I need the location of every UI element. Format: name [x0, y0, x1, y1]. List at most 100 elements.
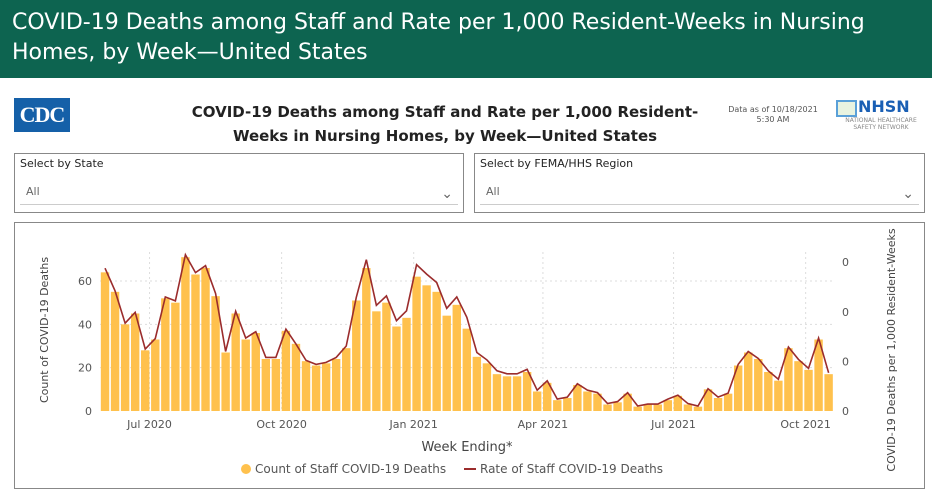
bar[interactable]	[321, 363, 331, 411]
x-tick-label: Oct 2020	[256, 418, 307, 431]
bar[interactable]	[392, 326, 401, 412]
bar[interactable]	[723, 393, 733, 411]
bar[interactable]	[412, 276, 421, 411]
rate-line[interactable]	[104, 252, 830, 407]
y-tick-label: 40	[78, 318, 92, 331]
bar[interactable]	[151, 339, 160, 412]
bar[interactable]	[663, 400, 673, 411]
bar[interactable]	[372, 311, 381, 411]
y2-tick-label: 0	[842, 405, 849, 418]
bar[interactable]	[733, 365, 743, 412]
bar[interactable]	[774, 380, 783, 411]
bar[interactable]	[452, 304, 461, 411]
bar[interactable]	[402, 317, 411, 411]
bar[interactable]	[744, 352, 753, 412]
bar[interactable]	[342, 348, 351, 411]
bar[interactable]	[382, 302, 391, 411]
bar[interactable]	[522, 372, 532, 411]
bar[interactable]	[110, 291, 120, 411]
x-tick-label: Jul 2020	[126, 418, 172, 431]
bar[interactable]	[804, 369, 813, 411]
bar[interactable]	[221, 352, 230, 412]
bar[interactable]	[422, 285, 431, 411]
bar[interactable]	[462, 328, 472, 411]
x-axis-title: Week Ending*	[421, 440, 513, 455]
bar[interactable]	[693, 406, 703, 411]
nhsn-logo-text: NHSN	[858, 97, 910, 116]
bar[interactable]	[532, 391, 542, 412]
data-as-of: Data as of 10/18/2021 5:30 AM	[718, 105, 828, 125]
nhsn-logo-subtitle: NATIONAL HEALTHCARE SAFETY NETWORK	[845, 117, 917, 131]
cdc-logo: CDC	[14, 98, 70, 132]
region-filter-label: Select by FEMA/HHS Region	[480, 157, 634, 170]
y2-tick-label: 0	[842, 355, 849, 368]
as-of-date: Data as of 10/18/2021	[728, 105, 818, 114]
bar[interactable]	[352, 300, 361, 412]
bar[interactable]	[311, 365, 321, 412]
bar[interactable]	[181, 257, 190, 411]
title-line-2: Weeks in Nursing Homes, by Week—United S…	[232, 127, 658, 145]
bar[interactable]	[502, 376, 512, 411]
y2-tick-label: 0	[842, 256, 849, 269]
bar[interactable]	[593, 393, 602, 411]
bar[interactable]	[251, 333, 260, 411]
state-filter[interactable]: Select by State All ⌄	[14, 153, 464, 213]
bar[interactable]	[703, 389, 713, 411]
x-tick-label: Apr 2021	[518, 418, 569, 431]
bar[interactable]	[442, 315, 451, 411]
bar[interactable]	[291, 343, 301, 411]
bar[interactable]	[271, 359, 281, 411]
region-dropdown[interactable]: All ⌄	[480, 180, 919, 205]
bar[interactable]	[191, 274, 200, 412]
bar[interactable]	[563, 398, 572, 411]
bar[interactable]	[754, 359, 763, 411]
title-line-1: COVID-19 Deaths among Staff and Rate per…	[191, 103, 699, 121]
bar[interactable]	[613, 402, 622, 411]
bar[interactable]	[141, 350, 150, 411]
bar[interactable]	[553, 400, 562, 411]
bar[interactable]	[673, 395, 683, 411]
bar[interactable]	[100, 272, 110, 411]
y2-tick-label: 0	[842, 306, 849, 319]
bar[interactable]	[633, 406, 642, 411]
bar[interactable]	[824, 374, 833, 411]
bar[interactable]	[623, 393, 632, 411]
bar[interactable]	[764, 372, 773, 411]
bar[interactable]	[301, 361, 311, 411]
chevron-down-icon[interactable]: ⌄	[441, 186, 453, 202]
bar[interactable]	[794, 361, 803, 411]
bar[interactable]	[161, 298, 170, 411]
bar[interactable]	[643, 404, 652, 412]
chevron-down-icon[interactable]: ⌄	[902, 186, 914, 202]
bar[interactable]	[512, 376, 522, 411]
bar[interactable]	[130, 313, 140, 412]
bar[interactable]	[281, 330, 291, 411]
bar[interactable]	[201, 268, 210, 411]
bar[interactable]	[653, 404, 662, 412]
y2-axis-title: COVID-19 Deaths per 1,000 Resident-Weeks	[885, 228, 898, 471]
bar[interactable]	[261, 359, 271, 411]
bar[interactable]	[432, 291, 441, 411]
bar[interactable]	[211, 296, 220, 411]
y-axis-title: Count of COVID-19 Deaths	[38, 257, 51, 403]
chart-title: COVID-19 Deaths among Staff and Rate per…	[190, 100, 700, 148]
bar[interactable]	[814, 339, 823, 412]
bar[interactable]	[362, 268, 371, 411]
bar[interactable]	[603, 404, 612, 412]
bar[interactable]	[492, 374, 502, 411]
bar[interactable]	[482, 363, 492, 411]
bar[interactable]	[171, 302, 180, 411]
bar[interactable]	[543, 382, 552, 411]
bar[interactable]	[331, 359, 341, 411]
bar[interactable]	[472, 356, 482, 411]
region-filter[interactable]: Select by FEMA/HHS Region All ⌄	[474, 153, 925, 213]
state-dropdown[interactable]: All ⌄	[20, 180, 458, 205]
bar[interactable]	[713, 398, 723, 411]
bar[interactable]	[231, 313, 240, 412]
bar[interactable]	[573, 385, 582, 411]
bar[interactable]	[120, 324, 130, 411]
bar[interactable]	[683, 404, 693, 412]
bar[interactable]	[784, 348, 793, 411]
bar[interactable]	[241, 339, 250, 412]
bar[interactable]	[583, 391, 592, 412]
